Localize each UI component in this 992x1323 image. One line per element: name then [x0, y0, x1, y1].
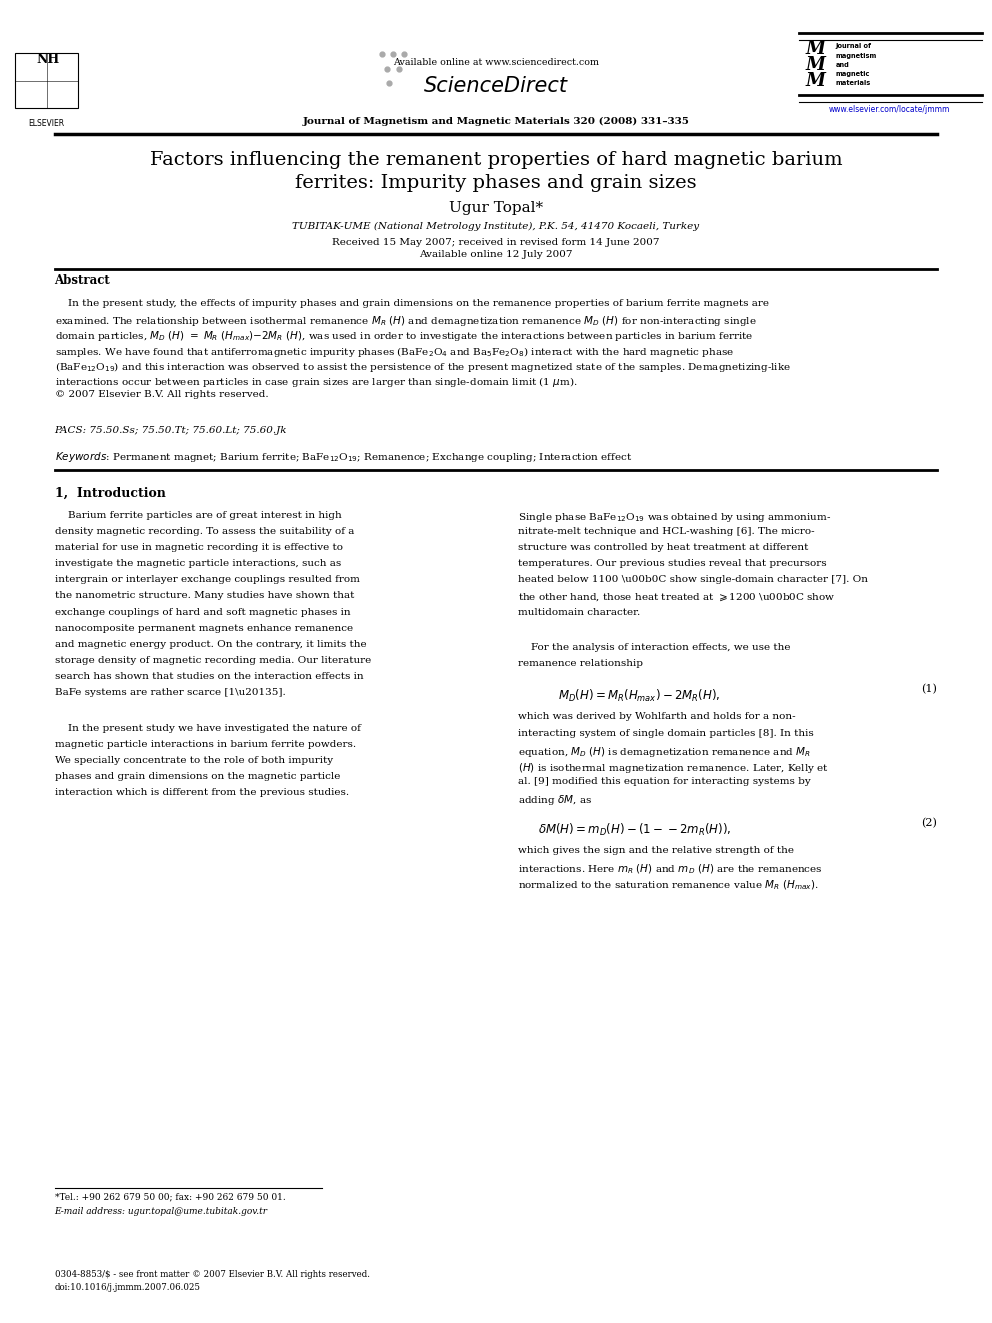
- Text: magnetic particle interactions in barium ferrite powders.: magnetic particle interactions in barium…: [55, 740, 356, 749]
- Text: © 2007 Elsevier B.V. All rights reserved.: © 2007 Elsevier B.V. All rights reserved…: [55, 390, 268, 400]
- Text: interacting system of single domain particles [8]. In this: interacting system of single domain part…: [518, 729, 813, 738]
- Text: adding $\delta M$, as: adding $\delta M$, as: [518, 794, 592, 807]
- Text: which was derived by Wohlfarth and holds for a non-: which was derived by Wohlfarth and holds…: [518, 712, 796, 721]
- Text: heated below 1100 \u00b0C show single-domain character [7]. On: heated below 1100 \u00b0C show single-do…: [518, 576, 868, 585]
- Text: Available online 12 July 2007: Available online 12 July 2007: [420, 250, 572, 258]
- Text: search has shown that studies on the interaction effects in: search has shown that studies on the int…: [55, 672, 363, 681]
- Text: phases and grain dimensions on the magnetic particle: phases and grain dimensions on the magne…: [55, 773, 340, 781]
- Text: www.elsevier.com/locate/jmmm: www.elsevier.com/locate/jmmm: [829, 106, 950, 114]
- Text: and magnetic energy product. On the contrary, it limits the: and magnetic energy product. On the cont…: [55, 640, 366, 648]
- Text: Ugur Topal*: Ugur Topal*: [449, 201, 543, 214]
- Text: equation, $M_D$ $(H)$ is demagnetization remanence and $M_R$: equation, $M_D$ $(H)$ is demagnetization…: [518, 745, 810, 758]
- Text: In the present study, the effects of impurity phases and grain dimensions on the: In the present study, the effects of imp…: [55, 299, 769, 308]
- Text: materials: materials: [835, 81, 871, 86]
- Text: Received 15 May 2007; received in revised form 14 June 2007: Received 15 May 2007; received in revise…: [332, 238, 660, 246]
- Text: interactions occur between particles in case grain sizes are larger than single-: interactions occur between particles in …: [55, 376, 577, 389]
- Text: $\delta M(H) = m_D(H) - (1 - -2m_R(H)),$: $\delta M(H) = m_D(H) - (1 - -2m_R(H)),$: [538, 822, 731, 839]
- Text: density magnetic recording. To assess the suitability of a: density magnetic recording. To assess th…: [55, 527, 354, 536]
- Text: storage density of magnetic recording media. Our literature: storage density of magnetic recording me…: [55, 656, 371, 665]
- Text: the nanometric structure. Many studies have shown that: the nanometric structure. Many studies h…: [55, 591, 354, 601]
- Text: ELSEVIER: ELSEVIER: [29, 119, 64, 128]
- Text: interaction which is different from the previous studies.: interaction which is different from the …: [55, 789, 348, 798]
- Text: (1): (1): [922, 684, 937, 695]
- Text: intergrain or interlayer exchange couplings resulted from: intergrain or interlayer exchange coupli…: [55, 576, 359, 585]
- Text: For the analysis of interaction effects, we use the: For the analysis of interaction effects,…: [518, 643, 791, 652]
- Text: $M_D(H) = M_R(H_{max}) - 2M_R(H),$: $M_D(H) = M_R(H_{max}) - 2M_R(H),$: [558, 688, 720, 704]
- Text: al. [9] modified this equation for interacting systems by: al. [9] modified this equation for inter…: [518, 777, 810, 786]
- Text: nanocomposite permanent magnets enhance remanence: nanocomposite permanent magnets enhance …: [55, 623, 353, 632]
- Text: examined. The relationship between isothermal remanence $M_R$ $(H)$ and demagnet: examined. The relationship between isoth…: [55, 314, 756, 328]
- Text: M: M: [806, 71, 825, 90]
- Text: Journal of Magnetism and Magnetic Materials 320 (2008) 331–335: Journal of Magnetism and Magnetic Materi…: [303, 118, 689, 126]
- Text: ScienceDirect: ScienceDirect: [424, 75, 568, 97]
- Text: BaFe systems are rather scarce [1\u20135].: BaFe systems are rather scarce [1\u20135…: [55, 688, 286, 697]
- Text: domain particles, $M_D$ $(H)$ $=$ $M_R$ $(H_{max})$$-$$2M_R$ $(H)$, was used in : domain particles, $M_D$ $(H)$ $=$ $M_R$ …: [55, 329, 753, 344]
- Text: We specially concentrate to the role of both impurity: We specially concentrate to the role of …: [55, 755, 332, 765]
- Text: nitrate-melt technique and HCL-washing [6]. The micro-: nitrate-melt technique and HCL-washing […: [518, 527, 814, 536]
- Text: interactions. Here $m_R$ $(H)$ and $m_D$ $(H)$ are the remanences: interactions. Here $m_R$ $(H)$ and $m_D$…: [518, 863, 822, 876]
- Text: $(H)$ is isothermal magnetization remanence. Later, Kelly et: $(H)$ is isothermal magnetization remane…: [518, 761, 829, 775]
- Text: Barium ferrite particles are of great interest in high: Barium ferrite particles are of great in…: [55, 511, 341, 520]
- Text: $\it{Keywords}$: Permanent magnet; Barium ferrite; BaFe$_{12}$O$_{19}$; Remanenc: $\it{Keywords}$: Permanent magnet; Bariu…: [55, 450, 632, 464]
- Text: Available online at www.sciencedirect.com: Available online at www.sciencedirect.co…: [393, 58, 599, 66]
- Text: M: M: [806, 56, 825, 74]
- Text: (2): (2): [922, 818, 937, 828]
- Text: magnetic: magnetic: [835, 71, 870, 77]
- Text: PACS: 75.50.Ss; 75.50.Tt; 75.60.Lt; 75.60.Jk: PACS: 75.50.Ss; 75.50.Tt; 75.60.Lt; 75.6…: [55, 426, 287, 435]
- Text: E-mail address: ugur.topal@ume.tubitak.gov.tr: E-mail address: ugur.topal@ume.tubitak.g…: [55, 1207, 268, 1216]
- Text: NH: NH: [36, 53, 60, 66]
- Text: TUBITAK-UME (National Metrology Institute), P.K. 54, 41470 Kocaeli, Turkey: TUBITAK-UME (National Metrology Institut…: [293, 222, 699, 230]
- Text: magnetism: magnetism: [835, 53, 877, 58]
- Text: exchange couplings of hard and soft magnetic phases in: exchange couplings of hard and soft magn…: [55, 607, 350, 617]
- Text: multidomain character.: multidomain character.: [518, 607, 640, 617]
- Text: In the present study we have investigated the nature of: In the present study we have investigate…: [55, 724, 360, 733]
- Text: *Tel.: +90 262 679 50 00; fax: +90 262 679 50 01.: *Tel.: +90 262 679 50 00; fax: +90 262 6…: [55, 1192, 286, 1201]
- Text: Journal of: Journal of: [835, 44, 871, 49]
- Text: doi:10.1016/j.jmmm.2007.06.025: doi:10.1016/j.jmmm.2007.06.025: [55, 1283, 200, 1293]
- Text: and: and: [835, 62, 849, 67]
- Text: the other hand, those heat treated at $\geqslant$1200 \u00b0C show: the other hand, those heat treated at $\…: [518, 591, 835, 603]
- Text: temperatures. Our previous studies reveal that precursors: temperatures. Our previous studies revea…: [518, 560, 826, 568]
- Text: M: M: [806, 40, 825, 58]
- Text: 1,  Introduction: 1, Introduction: [55, 487, 166, 500]
- Text: ferrites: Impurity phases and grain sizes: ferrites: Impurity phases and grain size…: [296, 173, 696, 192]
- Text: Single phase BaFe$_{12}$O$_{19}$ was obtained by using ammonium-: Single phase BaFe$_{12}$O$_{19}$ was obt…: [518, 511, 831, 524]
- Text: samples. We have found that antiferromagnetic impurity phases (BaFe$_2$O$_4$ and: samples. We have found that antiferromag…: [55, 344, 734, 359]
- Text: Factors influencing the remanent properties of hard magnetic barium: Factors influencing the remanent propert…: [150, 151, 842, 169]
- Text: (BaFe$_{12}$O$_{19}$) and this interaction was observed to assist the persistenc: (BaFe$_{12}$O$_{19}$) and this interacti…: [55, 360, 791, 374]
- Text: 0304-8853/$ - see front matter © 2007 Elsevier B.V. All rights reserved.: 0304-8853/$ - see front matter © 2007 El…: [55, 1270, 370, 1279]
- Text: investigate the magnetic particle interactions, such as: investigate the magnetic particle intera…: [55, 560, 341, 568]
- Text: remanence relationship: remanence relationship: [518, 659, 643, 668]
- Text: material for use in magnetic recording it is effective to: material for use in magnetic recording i…: [55, 542, 342, 552]
- Text: structure was controlled by heat treatment at different: structure was controlled by heat treatme…: [518, 542, 808, 552]
- Text: which gives the sign and the relative strength of the: which gives the sign and the relative st…: [518, 847, 794, 856]
- Text: normalized to the saturation remanence value $M_R$ $(H_{max})$.: normalized to the saturation remanence v…: [518, 878, 818, 892]
- Text: Abstract: Abstract: [55, 274, 110, 287]
